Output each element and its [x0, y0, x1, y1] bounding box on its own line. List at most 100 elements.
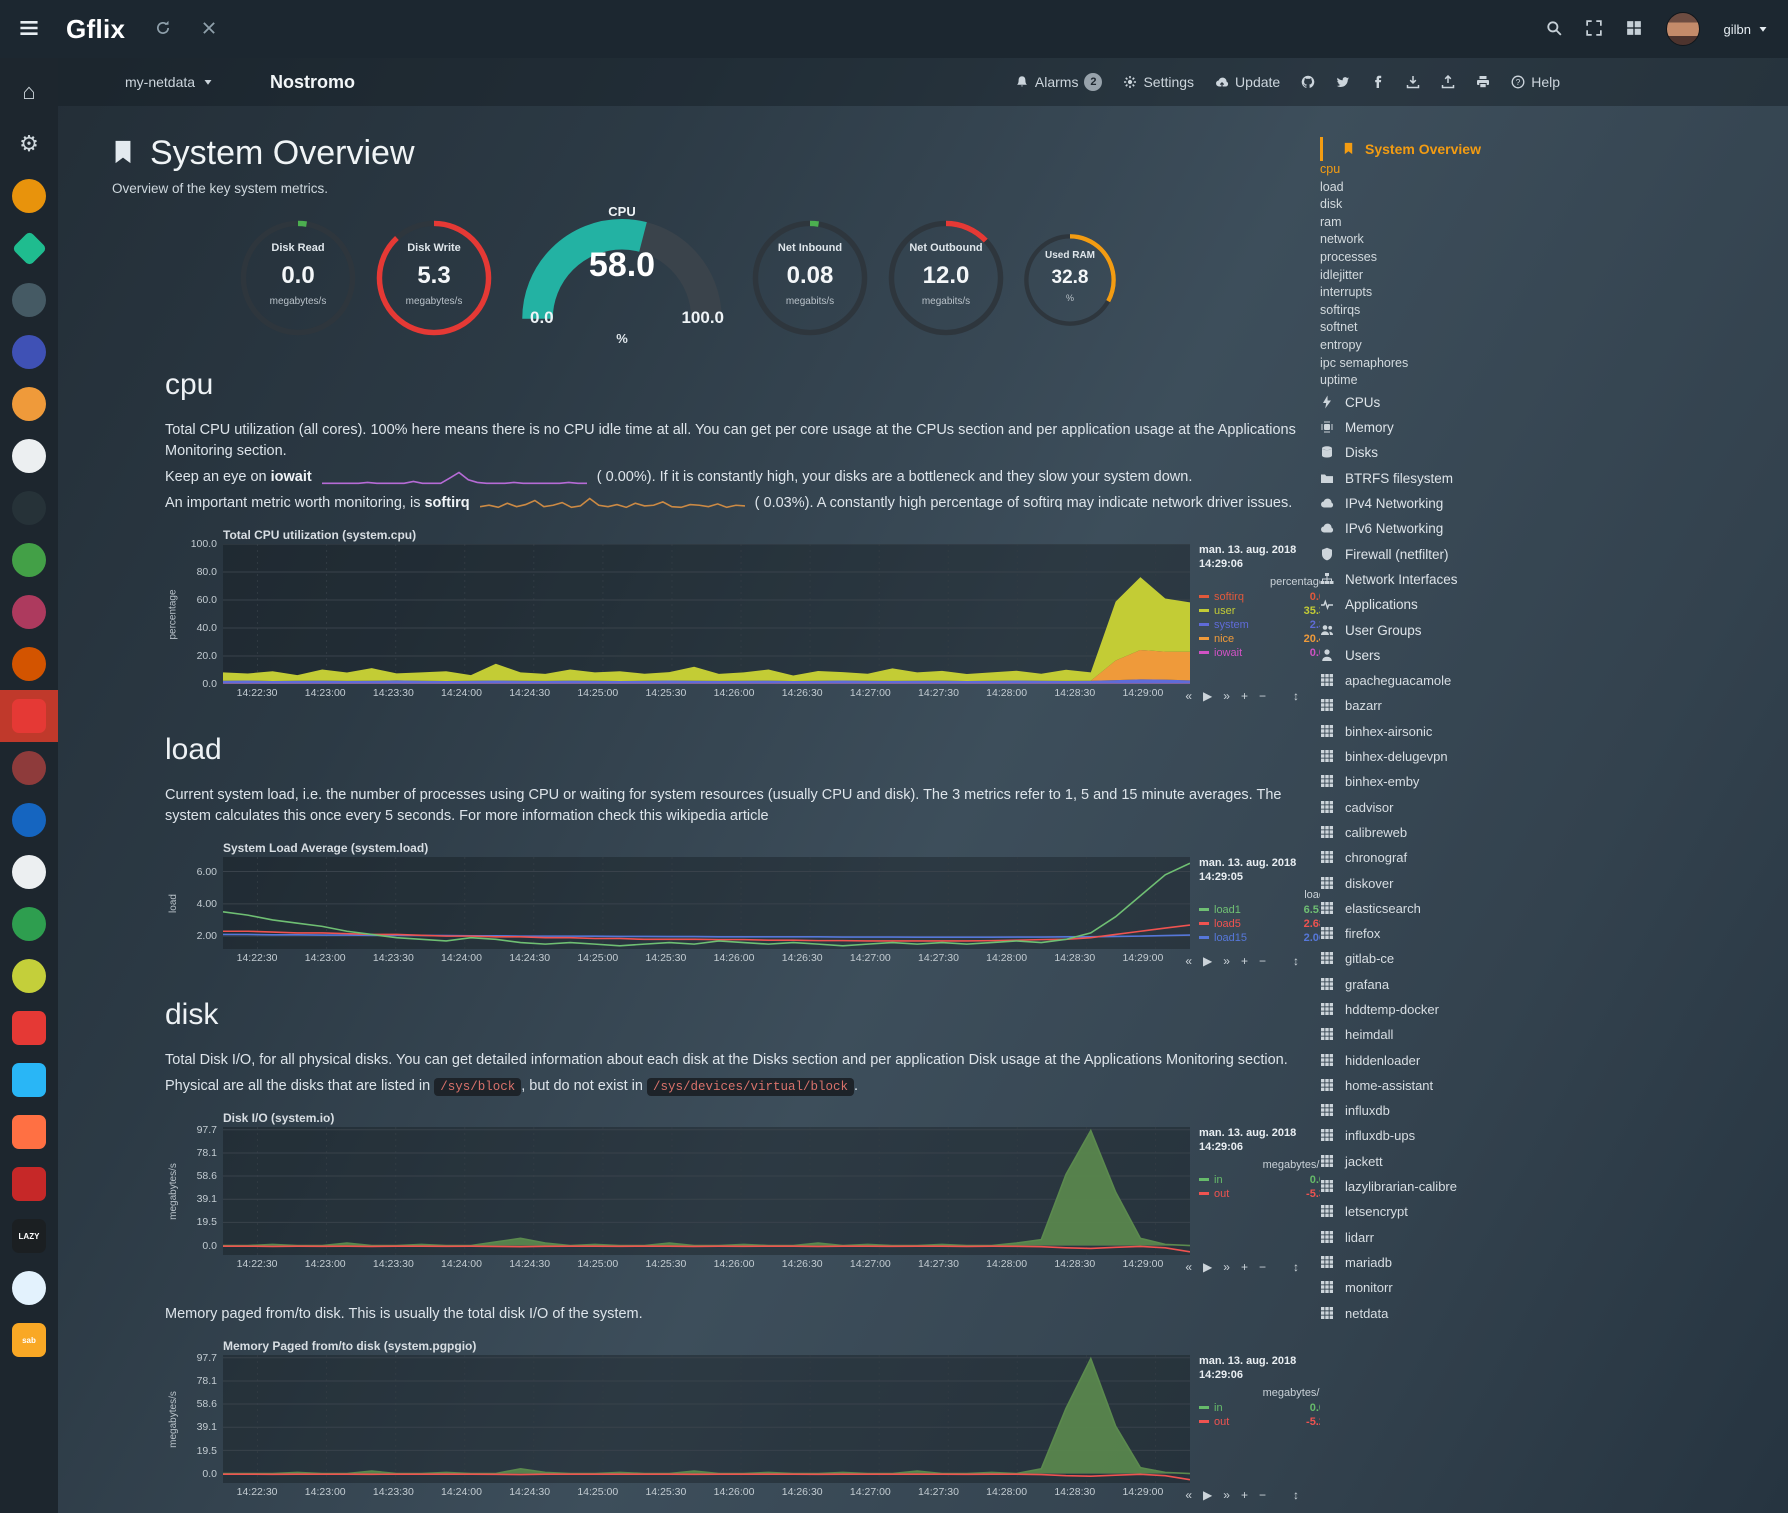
menu-item-memory[interactable]: Memory	[1320, 415, 1788, 440]
menu-subitem-softnet[interactable]: softnet	[1320, 320, 1358, 335]
avatar[interactable]	[1665, 12, 1700, 46]
menu-subitem-uptime[interactable]: uptime	[1320, 373, 1358, 388]
menu-subitem-ram[interactable]: ram	[1320, 214, 1342, 229]
menu-item-binhex-delugevpn[interactable]: binhex-delugevpn	[1320, 744, 1788, 769]
resize-handle[interactable]: ↕	[1293, 1260, 1299, 1275]
sidebar-item-app-5[interactable]	[0, 378, 58, 430]
sidebar-item-app-4[interactable]	[0, 326, 58, 378]
menu-item-user-groups[interactable]: User Groups	[1320, 617, 1788, 642]
sidebar-item-app-11[interactable]	[0, 690, 58, 742]
play-button[interactable]: ▶	[1203, 689, 1213, 704]
pan-left-button[interactable]: «	[1185, 1260, 1193, 1275]
sidebar-item-app-10[interactable]	[0, 638, 58, 690]
legend-row-load1[interactable]: load1 6.51	[1199, 903, 1320, 917]
menu-item-apacheguacamole[interactable]: apacheguacamole	[1320, 668, 1788, 693]
menu-subitem-cpu[interactable]: cpu	[1320, 162, 1341, 176]
legend-row-user[interactable]: user 35.3	[1199, 604, 1320, 618]
chart-plot[interactable]	[223, 857, 1190, 949]
facebook-button[interactable]	[1371, 74, 1385, 90]
resize-handle[interactable]: ↕	[1293, 689, 1299, 704]
legend-row-out[interactable]: out -5.3	[1199, 1187, 1320, 1201]
netdata-brand[interactable]: Nostromo	[270, 71, 356, 92]
pan-left-button[interactable]: «	[1185, 1488, 1193, 1503]
settings-button[interactable]: Settings	[1123, 74, 1194, 90]
pan-left-button[interactable]: «	[1185, 954, 1193, 969]
menu-subitem-interrupts[interactable]: interrupts	[1320, 285, 1373, 300]
menu-icon[interactable]	[0, 18, 58, 41]
resize-handle[interactable]: ↕	[1293, 1488, 1299, 1503]
pan-right-button[interactable]: »	[1223, 1260, 1230, 1275]
zoom-out-button[interactable]: −	[1258, 689, 1266, 704]
sidebar-item-app-9[interactable]	[0, 586, 58, 638]
import-button[interactable]	[1406, 74, 1420, 90]
menu-subitem-softirqs[interactable]: softirqs	[1320, 302, 1361, 317]
sidebar-item-app-23[interactable]: sab	[0, 1314, 58, 1366]
github-button[interactable]	[1301, 74, 1315, 90]
sidebar-item-app-15[interactable]	[0, 898, 58, 950]
sidebar-item-app-17[interactable]	[0, 1002, 58, 1054]
alarms-button[interactable]: Alarms 2	[1015, 73, 1103, 91]
legend-row-system[interactable]: system 2.3	[1199, 618, 1320, 632]
legend-row-nice[interactable]: nice 20.4	[1199, 632, 1320, 646]
menu-item-lidarr[interactable]: lidarr	[1320, 1225, 1788, 1250]
sidebar-item-app-22[interactable]	[0, 1262, 58, 1314]
sidebar-item-settings[interactable]: ⚙	[19, 131, 39, 156]
resize-handle[interactable]: ↕	[1293, 954, 1299, 969]
pan-right-button[interactable]: »	[1223, 954, 1230, 969]
menu-item-mariadb[interactable]: mariadb	[1320, 1250, 1788, 1275]
apps-grid-button[interactable]	[1626, 20, 1642, 39]
menu-item-cpus[interactable]: CPUs	[1320, 390, 1788, 415]
user-menu[interactable]: gilbn	[1724, 22, 1770, 37]
play-button[interactable]: ▶	[1203, 1488, 1213, 1503]
sidebar-item-app-13[interactable]	[0, 794, 58, 846]
sidebar-item-system-overview[interactable]: System Overview	[1320, 137, 1788, 161]
menu-subitem-network[interactable]: network	[1320, 232, 1364, 247]
menu-item-netdata[interactable]: netdata	[1320, 1300, 1788, 1325]
pan-left-button[interactable]: «	[1185, 689, 1193, 704]
menu-subitem-processes[interactable]: processes	[1320, 249, 1377, 264]
help-button[interactable]: ? Help	[1511, 74, 1560, 90]
sidebar-item-app-20[interactable]	[0, 1158, 58, 1210]
sidebar-item-app-1[interactable]	[0, 170, 58, 222]
legend-row-in[interactable]: in 0.0	[1199, 1173, 1320, 1187]
fullscreen-button[interactable]	[1585, 19, 1602, 39]
sidebar-item-app-18[interactable]	[0, 1054, 58, 1106]
pan-right-button[interactable]: »	[1223, 1488, 1230, 1503]
menu-item-binhex-airsonic[interactable]: binhex-airsonic	[1320, 719, 1788, 744]
menu-item-network-interfaces[interactable]: Network Interfaces	[1320, 567, 1788, 592]
zoom-out-button[interactable]: −	[1258, 954, 1266, 969]
zoom-out-button[interactable]: −	[1258, 1260, 1266, 1275]
server-dropdown[interactable]: my-netdata	[125, 74, 215, 90]
menu-item-gitlab-ce[interactable]: gitlab-ce	[1320, 946, 1788, 971]
legend-row-softirq[interactable]: softirq 0.0	[1199, 590, 1320, 604]
legend-row-iowait[interactable]: iowait 0.0	[1199, 646, 1320, 660]
sidebar-item-app-6[interactable]	[0, 430, 58, 482]
menu-item-disks[interactable]: Disks	[1320, 440, 1788, 465]
menu-item-diskover[interactable]: diskover	[1320, 870, 1788, 895]
sidebar-item-home[interactable]: ⌂	[22, 79, 36, 104]
sidebar-item-app-7[interactable]	[0, 482, 58, 534]
sidebar-item-app-3[interactable]	[0, 274, 58, 326]
menu-item-influxdb[interactable]: influxdb	[1320, 1098, 1788, 1123]
menu-item-hiddenloader[interactable]: hiddenloader	[1320, 1047, 1788, 1072]
refresh-button[interactable]	[155, 20, 171, 39]
menu-item-btrfs-filesystem[interactable]: BTRFS filesystem	[1320, 466, 1788, 491]
play-button[interactable]: ▶	[1203, 1260, 1213, 1275]
menu-item-applications[interactable]: Applications	[1320, 592, 1788, 617]
zoom-in-button[interactable]: +	[1240, 689, 1248, 704]
menu-item-jackett[interactable]: jackett	[1320, 1149, 1788, 1174]
print-button[interactable]	[1476, 74, 1490, 90]
menu-item-firefox[interactable]: firefox	[1320, 921, 1788, 946]
sidebar-item-app-2[interactable]	[0, 222, 58, 274]
sidebar-item-app-19[interactable]	[0, 1106, 58, 1158]
menu-item-ipv4-networking[interactable]: IPv4 Networking	[1320, 491, 1788, 516]
chart-plot[interactable]	[223, 1127, 1190, 1255]
legend-row-load15[interactable]: load15 2.06	[1199, 931, 1320, 945]
menu-item-bazarr[interactable]: bazarr	[1320, 693, 1788, 718]
zoom-in-button[interactable]: +	[1240, 954, 1248, 969]
menu-item-ipv6-networking[interactable]: IPv6 Networking	[1320, 516, 1788, 541]
menu-subitem-load[interactable]: load	[1320, 179, 1344, 194]
zoom-in-button[interactable]: +	[1240, 1260, 1248, 1275]
play-button[interactable]: ▶	[1203, 954, 1213, 969]
legend-row-out[interactable]: out -5.2	[1199, 1415, 1320, 1429]
